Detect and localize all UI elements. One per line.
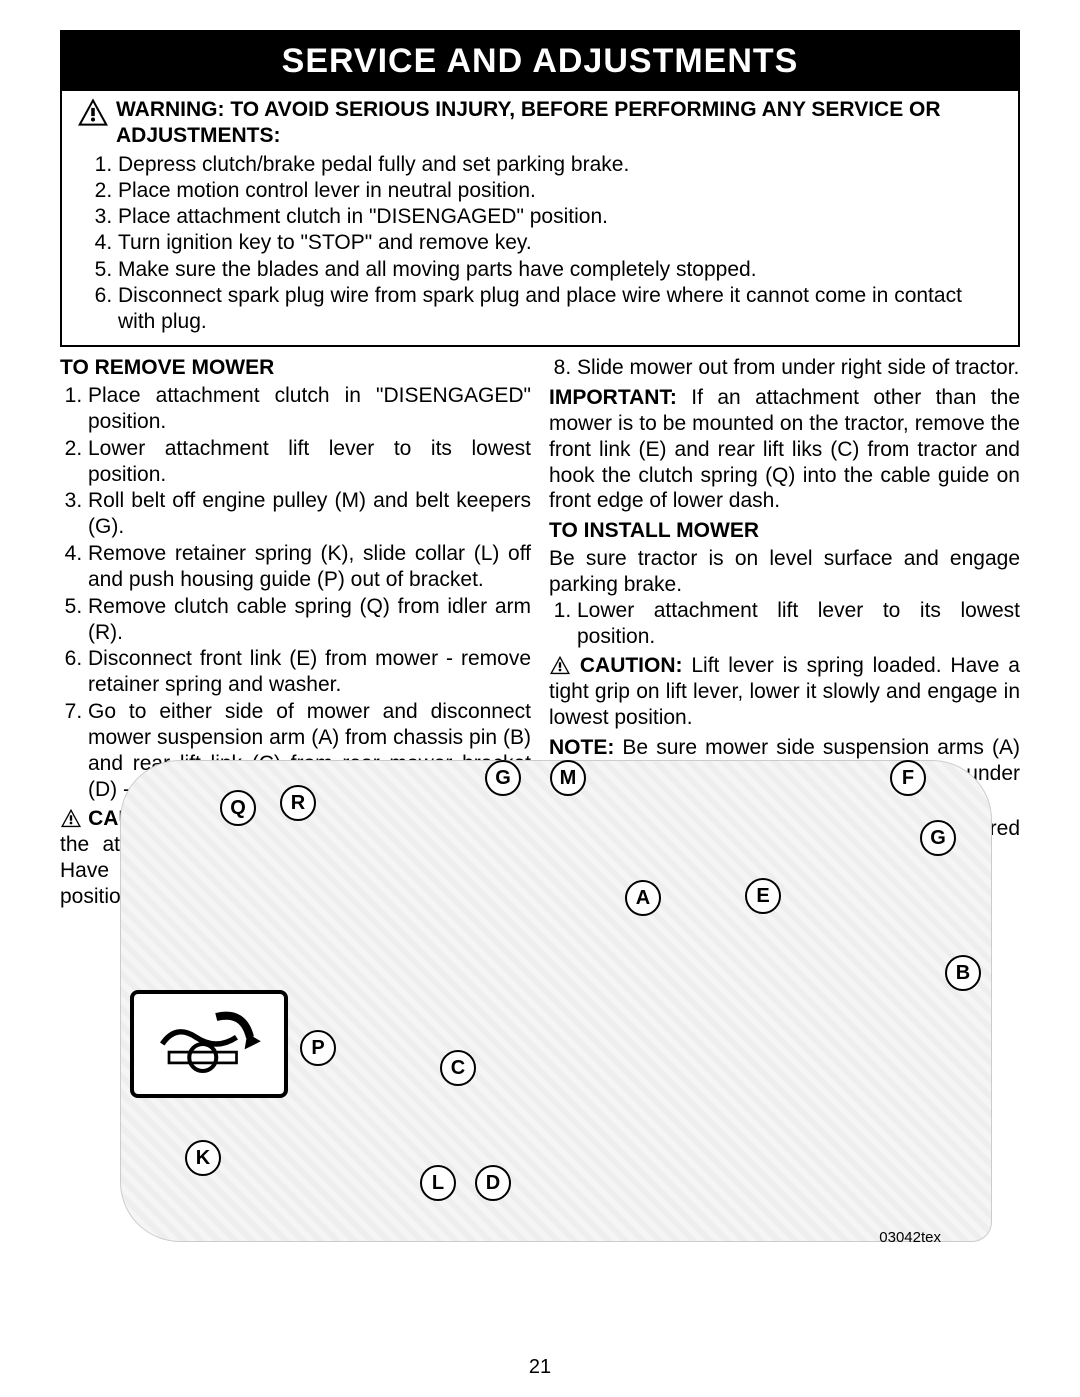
callout-l: L — [420, 1165, 456, 1201]
content-frame: SERVICE AND ADJUSTMENTS WARNING: TO AVOI… — [60, 30, 1020, 347]
important-note: IMPORTANT: If an attachment other than t… — [549, 385, 1020, 514]
warning-item: Make sure the blades and all moving part… — [118, 257, 1004, 283]
remove-step: Remove retainer spring (K), slide collar… — [88, 541, 531, 593]
remove-steps-cont: Slide mower out from under right side of… — [549, 355, 1020, 381]
remove-steps: Place attachment clutch in "DISEN­GAGED"… — [60, 383, 531, 802]
inset-icon — [142, 999, 277, 1089]
remove-step: Disconnect front link (E) from mower - r… — [88, 646, 531, 698]
warning-item: Depress clutch/brake pedal fully and set… — [118, 152, 1004, 178]
remove-step: Place attachment clutch in "DISEN­GAGED"… — [88, 383, 531, 435]
callout-q: Q — [220, 790, 256, 826]
install-intro: Be sure tractor is on level surface and … — [549, 546, 1020, 598]
callout-e: E — [745, 878, 781, 914]
warning-icon — [76, 97, 110, 127]
remove-step: Lower attachment lift lever to its lowes… — [88, 436, 531, 488]
callout-g: G — [485, 760, 521, 796]
section-title: SERVICE AND ADJUSTMENTS — [282, 42, 799, 80]
callout-c: C — [440, 1050, 476, 1086]
caution-icon — [60, 808, 82, 828]
manual-page: SERVICE AND ADJUSTMENTS WARNING: TO AVOI… — [0, 0, 1080, 1397]
callout-f: F — [890, 760, 926, 796]
callout-r: R — [280, 785, 316, 821]
callout-a: A — [625, 880, 661, 916]
warning-heading: WARNING: TO AVOID SERIOUS INJURY, BEFORE… — [116, 97, 1004, 150]
caution-label: CAUTION: — [580, 654, 683, 677]
warning-item: Place motion control lever in neutral po… — [118, 178, 1004, 204]
note-label: NOTE: — [549, 736, 614, 759]
remove-step: Remove clutch cable spring (Q) from idle… — [88, 594, 531, 646]
callout-g: G — [920, 820, 956, 856]
install-step: Lower attachment lift lever to its lowes… — [577, 598, 1020, 650]
diagram-inset — [130, 990, 288, 1098]
remove-step: Slide mower out from under right side of… — [577, 355, 1020, 381]
callout-b: B — [945, 955, 981, 991]
callout-m: M — [550, 760, 586, 796]
callout-d: D — [475, 1165, 511, 1201]
warning-list: Depress clutch/brake pedal fully and set… — [76, 152, 1004, 336]
caution-icon — [549, 655, 571, 675]
callout-p: P — [300, 1030, 336, 1066]
important-label: IMPORTANT: — [549, 386, 677, 409]
warning-item: Turn ignition key to "STOP" and remove k… — [118, 230, 1004, 256]
install-steps: Lower attachment lift lever to its lowes… — [549, 598, 1020, 650]
remove-step: Roll belt off engine pulley (M) and belt… — [88, 488, 531, 540]
install-caution: CAUTION: Lift lever is spring loaded. Ha… — [549, 653, 1020, 730]
section-title-bar: SERVICE AND ADJUSTMENTS — [62, 32, 1018, 91]
diagram-code: 03042tex — [879, 1229, 941, 1246]
page-number: 21 — [0, 1356, 1080, 1379]
warning-item: Place attachment clutch in "DISENGAGED" … — [118, 204, 1004, 230]
warning-item: Disconnect spark plug wire from spark pl… — [118, 283, 1004, 336]
warning-box: WARNING: TO AVOID SERIOUS INJURY, BEFORE… — [62, 91, 1018, 345]
install-heading: TO INSTALL MOWER — [549, 518, 1020, 544]
remove-heading: TO REMOVE MOWER — [60, 355, 531, 381]
callout-k: K — [185, 1140, 221, 1176]
warning-header: WARNING: TO AVOID SERIOUS INJURY, BEFORE… — [76, 97, 1004, 150]
